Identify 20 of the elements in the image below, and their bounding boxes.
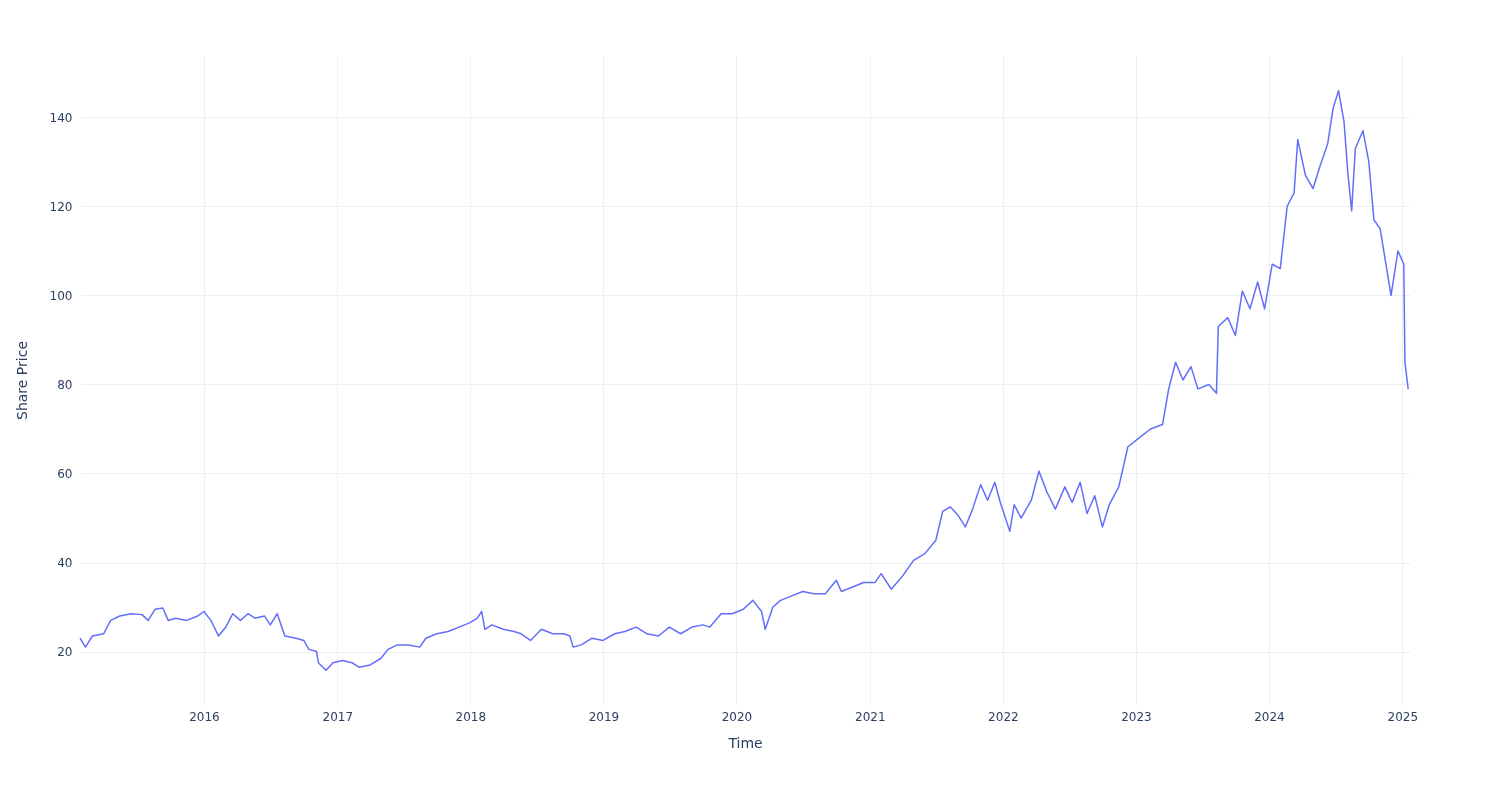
y-tick-label: 40 [57, 556, 73, 571]
x-tick-label: 2024 [1254, 709, 1285, 724]
x-tick-label: 2020 [721, 709, 753, 724]
y-tick-label: 20 [57, 645, 73, 660]
x-tick-label: 2017 [322, 709, 354, 724]
x-axis-title: Time [727, 734, 763, 751]
y-axis-title: Share Price [13, 340, 30, 421]
y-tick-label: 140 [49, 110, 73, 125]
x-tick-label: 2018 [455, 709, 487, 724]
x-tick-label: 2022 [988, 709, 1019, 724]
x-tick-label: 2021 [855, 709, 886, 724]
x-tick-label: 2023 [1121, 709, 1152, 724]
x-tick-label: 2016 [189, 709, 220, 724]
y-tick-label: 80 [57, 377, 73, 392]
x-tick-label: 2025 [1387, 709, 1419, 724]
line-series [79, 89, 1409, 672]
y-tick-label: 60 [57, 466, 73, 481]
y-tick-label: 120 [49, 199, 73, 214]
y-tick-label: 100 [49, 288, 73, 303]
x-tick-label: 2019 [588, 709, 620, 724]
